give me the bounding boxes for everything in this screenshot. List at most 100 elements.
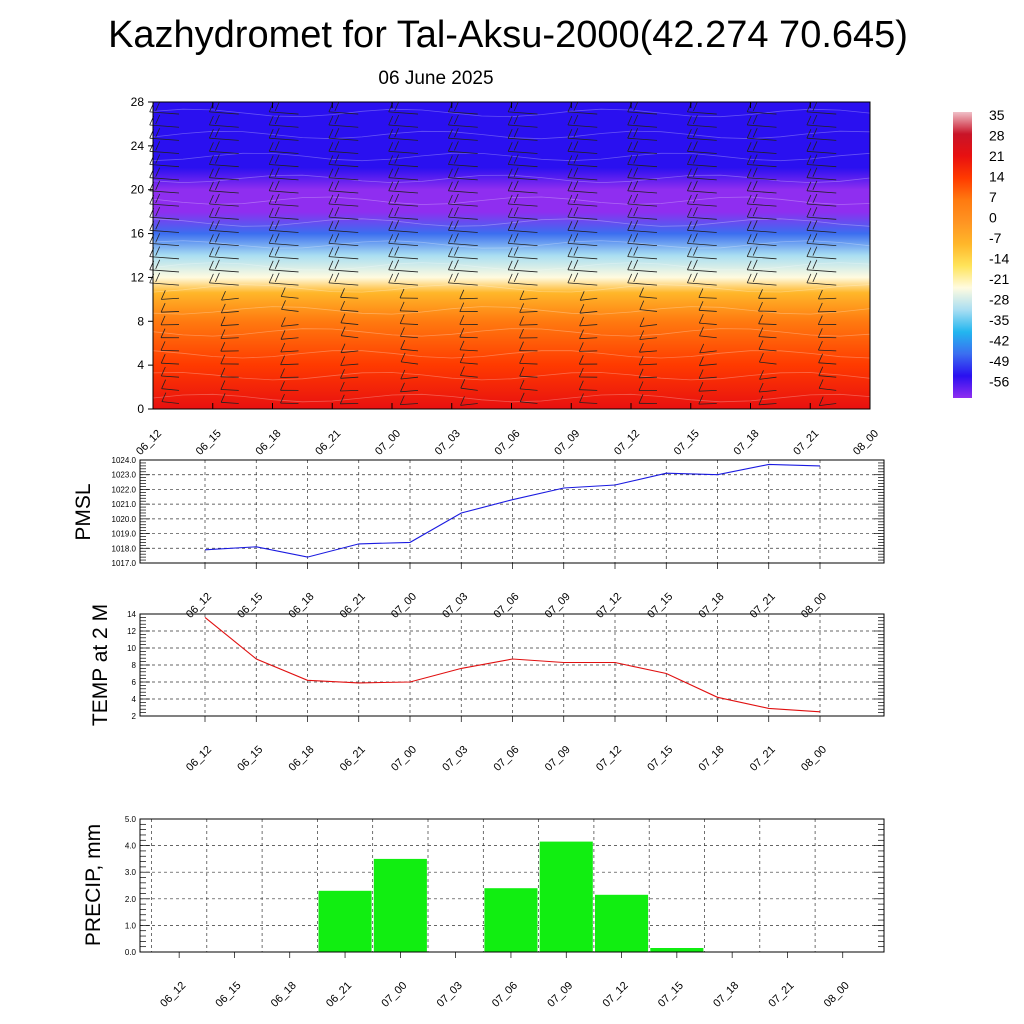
wind-barb-icon [507, 206, 538, 220]
y-tick-label: 1024.0 [112, 456, 137, 465]
wind-barb-icon [328, 180, 359, 194]
wind-barb-icon [627, 246, 658, 260]
contour-line [152, 284, 871, 293]
wind-barb-icon [507, 220, 538, 233]
wind-barb-icon [448, 206, 478, 220]
wind-barb-icon [519, 367, 538, 378]
wind-barb-icon [160, 366, 180, 378]
wind-barb-icon [699, 326, 717, 339]
wind-barb-icon [639, 287, 658, 299]
wind-barb-icon [280, 287, 299, 299]
x-tick-label: 07_06 [493, 428, 523, 458]
wind-barb-icon [339, 394, 359, 405]
colorbar-label: 7 [989, 189, 997, 205]
wind-barb-icon [339, 381, 359, 392]
x-tick-label: 07_06 [492, 744, 522, 774]
wind-barb-icon [519, 379, 538, 391]
wind-barb-icon [698, 313, 717, 325]
x-tick-label: 07_09 [545, 980, 575, 1010]
y-tick-label: 2.0 [125, 895, 137, 904]
wind-barb-icon [746, 246, 777, 260]
wind-barb-icon [388, 128, 419, 141]
wind-barb-icon [627, 220, 658, 233]
wind-barb-icon [221, 290, 239, 301]
wind-barb-icon [340, 326, 359, 339]
colorbar-label: -21 [989, 271, 1009, 287]
wind-barb-icon [507, 154, 538, 168]
wind-barb-icon [448, 154, 478, 168]
wind-barb-icon [627, 206, 658, 220]
wind-barb-icon [567, 180, 598, 194]
x-tick-label: 06_21 [313, 428, 343, 458]
wind-barb-icon [280, 355, 299, 366]
wind-barb-icon [687, 141, 717, 154]
wind-barb-icon [627, 167, 658, 181]
y-tick-label: 2 [132, 712, 137, 721]
x-tick-label: 06_21 [338, 744, 368, 774]
wind-barb-icon [160, 315, 180, 326]
wind-barb-icon [340, 356, 359, 366]
page-subtitle: 06 June 2025 [378, 68, 494, 89]
wind-barb-icon [519, 341, 538, 352]
x-tick-label: 07_09 [543, 744, 573, 774]
wind-barb-icon [340, 369, 359, 379]
wind-barb-icon [268, 193, 299, 207]
wind-barb-icon [459, 289, 478, 300]
wind-barb-icon [460, 366, 478, 378]
wind-barb-icon [519, 392, 538, 404]
wind-barb-icon [507, 128, 538, 141]
x-tick-label: 07_00 [379, 980, 409, 1010]
wind-barb-icon [160, 290, 180, 300]
wind-barb-icon [459, 340, 478, 352]
wind-barb-icon [507, 233, 538, 247]
wind-barb-icon [507, 272, 538, 286]
wind-barb-icon [806, 272, 837, 286]
wind-barb-icon [806, 206, 837, 220]
wind-barb-icon [627, 141, 658, 154]
wind-barb-icon [567, 167, 598, 181]
x-tick-label: 07_18 [697, 744, 727, 774]
wind-barb-icon [160, 354, 180, 365]
wind-barb-icon [817, 328, 837, 339]
x-tick-label: 07_18 [711, 980, 741, 1010]
x-tick-label: 06_15 [213, 980, 243, 1010]
wind-barb-icon [448, 193, 478, 207]
wind-barb-icon [567, 193, 598, 207]
wind-barb-icon [806, 233, 837, 247]
wind-barb-icon [687, 128, 717, 141]
wind-barb-icon [687, 154, 717, 168]
wind-barb-icon [567, 114, 598, 128]
wind-barb-icon [460, 396, 478, 406]
wind-barb-icon [220, 367, 239, 378]
series-line [204, 463, 821, 558]
wind-barb-icon [448, 259, 478, 273]
wind-barb-icon [818, 289, 837, 300]
wind-barb-icon [400, 369, 419, 380]
wind-barb-icon [806, 193, 837, 207]
wind-barb-icon [507, 141, 538, 154]
wind-barb-icon [399, 395, 419, 405]
wind-barb-icon [268, 246, 299, 260]
precip-bar [650, 948, 704, 952]
wind-barb-icon [280, 342, 299, 353]
x-tick-label: 07_21 [748, 591, 778, 621]
wind-barb-icon [687, 114, 717, 128]
wind-barb-icon [578, 355, 598, 365]
wind-barb-icon [818, 366, 837, 378]
wind-barb-icon [328, 246, 359, 260]
wind-barb-icon [579, 316, 598, 327]
x-tick-label: 06_21 [338, 591, 368, 621]
wind-barb-icon [388, 141, 419, 154]
precip-bar [484, 888, 538, 952]
wind-barb-icon [281, 300, 299, 312]
contour-line [152, 393, 871, 403]
x-tick-label: 06_15 [235, 591, 265, 621]
wind-barb-icon [699, 343, 717, 354]
wind-barb-icon [806, 180, 837, 194]
wind-barb-icon [388, 180, 419, 194]
colorbar-label: -42 [989, 333, 1009, 349]
wind-barb-icon [209, 206, 239, 220]
wind-barb-icon [388, 154, 419, 168]
wind-barb-icon [268, 259, 299, 273]
wind-barb-icon [627, 128, 658, 141]
